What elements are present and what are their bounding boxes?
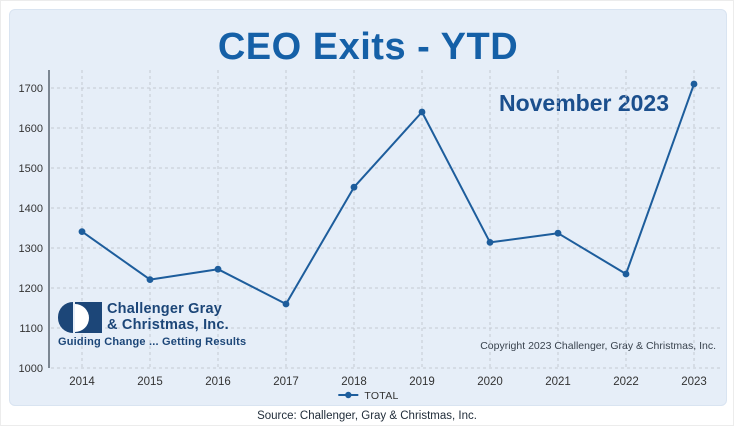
legend-label: TOTAL <box>364 390 399 402</box>
y-tick-label: 1200 <box>19 283 43 295</box>
chart-title: CEO Exits - YTD <box>217 26 519 68</box>
challenger-logo: Challenger Gray & Christmas, Inc. Guidin… <box>58 301 247 348</box>
x-tick-label: 2022 <box>613 376 639 388</box>
logo-block-shape <box>75 302 102 333</box>
x-tick-label: 2021 <box>545 376 571 388</box>
x-tick-label: 2020 <box>477 376 503 388</box>
y-tick-label: 1000 <box>19 363 43 375</box>
data-point <box>214 265 222 273</box>
y-tick-label: 1300 <box>19 243 43 255</box>
copyright-text: Copyright 2023 Challenger, Gray & Christ… <box>480 340 716 352</box>
y-tick-label: 1500 <box>19 163 43 175</box>
x-tick-label: 2015 <box>137 376 163 388</box>
logo-company-line2: & Christmas, Inc. <box>107 316 229 333</box>
data-point <box>78 228 86 236</box>
data-point <box>282 300 290 308</box>
logo-company-line1: Challenger Gray <box>107 301 223 317</box>
chart-panel: CEO Exits - YTD November 2023 1000 1100 12… <box>9 9 727 406</box>
data-point <box>146 276 154 283</box>
data-point <box>350 183 358 191</box>
x-tick-label: 2016 <box>205 376 231 388</box>
logo-halfcircle-shape <box>58 302 73 333</box>
source-text: Source: Challenger, Gray & Christmas, In… <box>257 410 477 422</box>
x-tick-label: 2018 <box>341 376 367 388</box>
y-tick-label: 1100 <box>19 323 43 335</box>
data-point <box>622 270 630 278</box>
data-point <box>418 108 426 116</box>
x-tick-label: 2014 <box>69 376 95 388</box>
y-tick-label: 1700 <box>19 83 43 95</box>
series-line-total <box>81 83 695 305</box>
legend-item-total[interactable]: TOTAL <box>337 387 398 405</box>
challenger-logo-icon <box>58 302 102 333</box>
logo-tagline: Guiding Change ... Getting Results <box>58 336 247 348</box>
data-point <box>554 229 562 237</box>
legend-line-marker-icon <box>337 387 359 405</box>
x-tick-label: 2017 <box>273 376 299 388</box>
data-point <box>486 239 494 246</box>
y-tick-label: 1600 <box>19 123 43 135</box>
y-tick-label: 1400 <box>19 203 43 215</box>
chart-subtitle: November 2023 <box>498 90 670 116</box>
line-chart-plot: 1000 1100 1200 1300 1400 1500 1600 1700 2014 2015… <box>19 70 722 388</box>
x-tick-label: 2023 <box>681 376 707 388</box>
x-tick-label: 2019 <box>409 376 435 388</box>
data-point <box>690 80 698 88</box>
